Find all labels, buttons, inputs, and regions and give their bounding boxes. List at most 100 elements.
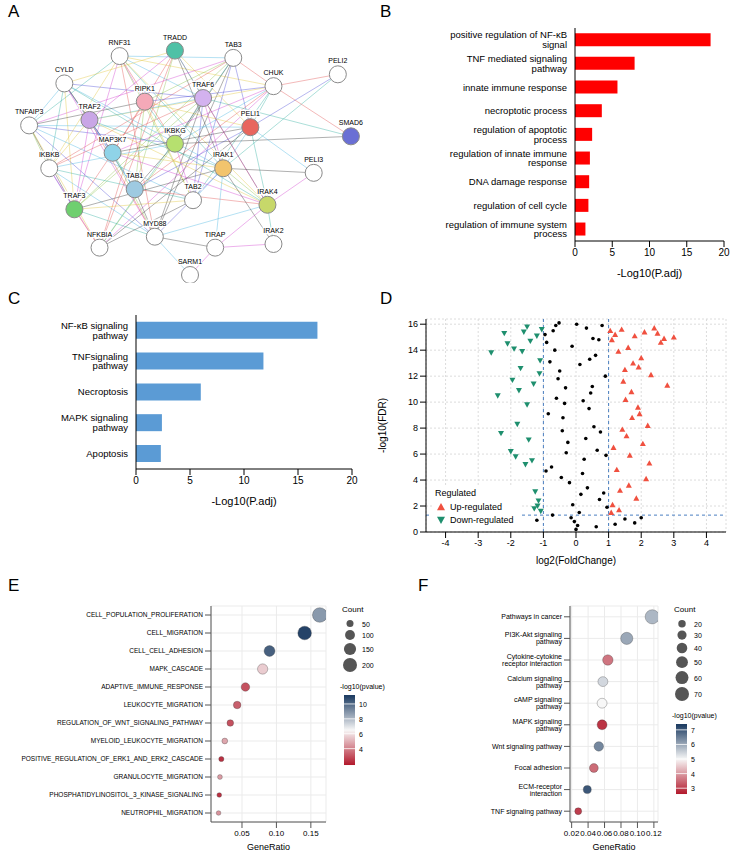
svg-text:positive regulation of NF-κBsi: positive regulation of NF-κBsignal (450, 29, 567, 50)
svg-text:TRADD: TRADD (163, 34, 187, 41)
svg-text:14: 14 (408, 345, 418, 355)
svg-text:Calcium signalingpathway: Calcium signalingpathway (507, 675, 562, 690)
svg-text:RIPK1: RIPK1 (135, 85, 155, 92)
svg-text:Up-regulated: Up-regulated (450, 502, 502, 512)
svg-text:CELL_MIGRATION: CELL_MIGRATION (147, 629, 204, 637)
svg-text:10: 10 (238, 475, 250, 486)
svg-text:POSITIVE_REGULATION_OF_ERK1_AN: POSITIVE_REGULATION_OF_ERK1_AND_ERK2_CAS… (21, 755, 203, 763)
svg-text:IRAK1: IRAK1 (213, 151, 233, 158)
svg-text:IKBKB: IKBKB (39, 151, 60, 158)
svg-text:0.06: 0.06 (597, 829, 613, 838)
svg-text:regulation of cell cycle: regulation of cell cycle (474, 200, 567, 211)
svg-text:MYELOID_LEUKOCYTE_MIGRATION: MYELOID_LEUKOCYTE_MIGRATION (91, 737, 204, 745)
svg-text:ECM-receptorinteraction: ECM-receptorinteraction (518, 783, 562, 797)
svg-text:1: 1 (606, 538, 611, 548)
svg-text:15: 15 (292, 475, 304, 486)
svg-text:GeneRatio: GeneRatio (592, 842, 635, 852)
svg-text:CELL_CELL_ADHESION: CELL_CELL_ADHESION (129, 647, 203, 655)
svg-text:-log10(pvalue): -log10(pvalue) (672, 712, 717, 720)
svg-text:8: 8 (359, 716, 363, 723)
svg-text:PI3K-Akt signalingpathway: PI3K-Akt signalingpathway (505, 631, 563, 646)
svg-text:Focal adhesion: Focal adhesion (515, 764, 563, 771)
svg-text:50: 50 (362, 621, 370, 628)
svg-text:0.10: 0.10 (269, 829, 285, 838)
svg-text:0.04: 0.04 (580, 829, 596, 838)
svg-text:PELI1: PELI1 (241, 110, 260, 117)
svg-text:REGULATION_OF_WNT_SIGNALING_PA: REGULATION_OF_WNT_SIGNALING_PATHWAY (57, 719, 204, 727)
svg-text:MAP3K7: MAP3K7 (99, 136, 127, 143)
svg-text:ADAPTIVE_IMMUNE_RESPONSE: ADAPTIVE_IMMUNE_RESPONSE (101, 683, 204, 691)
svg-text:10: 10 (644, 247, 656, 258)
svg-text:PELI2: PELI2 (328, 57, 347, 64)
svg-text:IRAK2: IRAK2 (263, 227, 283, 234)
svg-text:20: 20 (718, 247, 730, 258)
svg-text:Wnt signaling pathway: Wnt signaling pathway (492, 743, 563, 751)
svg-text:LEUKOCYTE_MIGRATION: LEUKOCYTE_MIGRATION (124, 701, 204, 709)
svg-text:0: 0 (572, 247, 578, 258)
svg-text:70: 70 (694, 691, 702, 698)
svg-text:TAB2: TAB2 (185, 183, 202, 190)
svg-text:SMAD6: SMAD6 (339, 119, 363, 126)
svg-text:4: 4 (413, 475, 418, 485)
svg-text:Cytokine-cytokinereceptor inte: Cytokine-cytokinereceptor interaction (502, 653, 562, 668)
svg-text:-2: -2 (507, 538, 515, 548)
svg-text:10: 10 (359, 701, 367, 708)
svg-text:-1: -1 (539, 538, 547, 548)
svg-text:TRAF2: TRAF2 (78, 103, 100, 110)
svg-text:6: 6 (359, 731, 363, 738)
svg-text:CYLD: CYLD (55, 66, 74, 73)
svg-text:3: 3 (691, 785, 695, 792)
svg-text:PELI3: PELI3 (304, 156, 323, 163)
svg-text:regulation of innate immuneres: regulation of innate immuneresponse (450, 148, 567, 169)
svg-text:8: 8 (413, 423, 418, 433)
svg-text:Necroptosis: Necroptosis (78, 386, 128, 397)
svg-text:GRANULOCYTE_MIGRATION: GRANULOCYTE_MIGRATION (114, 773, 204, 781)
svg-text:SARM1: SARM1 (178, 258, 202, 265)
svg-text:0.02: 0.02 (564, 829, 580, 838)
svg-text:0: 0 (573, 538, 578, 548)
svg-text:MAPK signalingpathway: MAPK signalingpathway (61, 412, 128, 433)
svg-text:40: 40 (694, 645, 702, 652)
svg-text:NEUTROPHIL_MIGRATION: NEUTROPHIL_MIGRATION (121, 809, 203, 817)
svg-text:regulation of immune systempro: regulation of immune systemprocess (446, 219, 568, 240)
svg-text:regulation of apoptoticprocess: regulation of apoptoticprocess (474, 124, 568, 145)
svg-text:4: 4 (691, 771, 695, 778)
svg-text:Count: Count (342, 605, 364, 614)
svg-text:12: 12 (408, 371, 418, 381)
svg-text:CELL_POPULATION_PROLIFERATION: CELL_POPULATION_PROLIFERATION (86, 611, 203, 619)
svg-text:MAPK_CASCADE: MAPK_CASCADE (150, 665, 204, 673)
svg-text:5: 5 (691, 756, 695, 763)
svg-text:15: 15 (681, 247, 693, 258)
svg-text:TNF signaling pathway: TNF signaling pathway (491, 808, 563, 816)
svg-text:6: 6 (413, 449, 418, 459)
svg-text:IRAK4: IRAK4 (257, 188, 277, 195)
svg-text:5: 5 (187, 475, 193, 486)
svg-text:-log10(FDR): -log10(FDR) (377, 398, 388, 453)
svg-text:-Log10(P.adj): -Log10(P.adj) (211, 495, 276, 507)
svg-text:necroptotic process: necroptotic process (485, 105, 568, 116)
svg-text:TNF mediated signalingpathway: TNF mediated signalingpathway (467, 53, 568, 73)
svg-text:Pathways in cancer: Pathways in cancer (501, 613, 562, 621)
svg-text:TRAF3: TRAF3 (63, 192, 85, 199)
svg-text:5: 5 (609, 247, 615, 258)
svg-text:100: 100 (362, 632, 374, 639)
svg-text:NFKBIA: NFKBIA (87, 231, 113, 238)
svg-text:GeneRatio: GeneRatio (247, 842, 290, 852)
svg-text:7: 7 (691, 727, 695, 734)
svg-text:20: 20 (346, 475, 358, 486)
svg-text:50: 50 (694, 659, 702, 666)
svg-text:0.10: 0.10 (630, 829, 646, 838)
svg-text:-4: -4 (442, 538, 450, 548)
svg-text:10: 10 (408, 397, 418, 407)
svg-text:cAMP signalingpathway: cAMP signalingpathway (514, 696, 563, 711)
svg-text:NF-κB signalingpathway: NF-κB signalingpathway (61, 320, 128, 341)
svg-text:TAB3: TAB3 (225, 41, 242, 48)
svg-text:RNF31: RNF31 (109, 39, 131, 46)
svg-text:2: 2 (639, 538, 644, 548)
svg-text:TNFsignalingpathway: TNFsignalingpathway (72, 351, 128, 372)
svg-text:3: 3 (671, 538, 676, 548)
svg-text:0.12: 0.12 (646, 829, 662, 838)
svg-text:150: 150 (362, 646, 374, 653)
svg-text:PHOSPHATIDYLINOSITOL_3_KINASE_: PHOSPHATIDYLINOSITOL_3_KINASE_SIGNALING (49, 791, 203, 799)
svg-text:CHUK: CHUK (264, 69, 284, 76)
